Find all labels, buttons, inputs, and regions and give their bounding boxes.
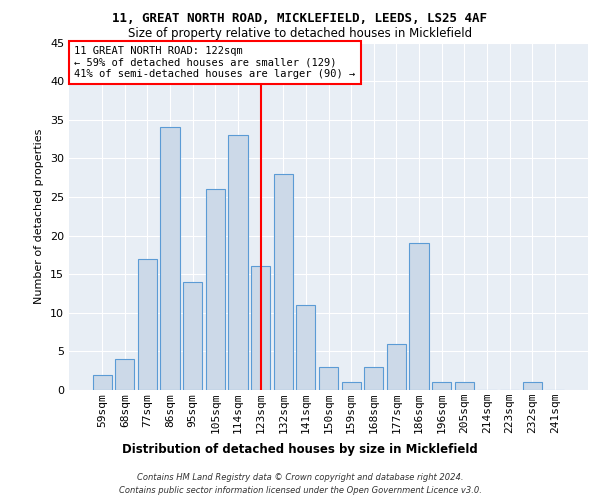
Bar xyxy=(206,189,225,390)
Text: 11 GREAT NORTH ROAD: 122sqm
← 59% of detached houses are smaller (129)
41% of se: 11 GREAT NORTH ROAD: 122sqm ← 59% of det… xyxy=(74,46,355,79)
Bar xyxy=(183,282,202,390)
Bar xyxy=(115,359,134,390)
Bar xyxy=(92,374,112,390)
Bar xyxy=(138,258,157,390)
Bar xyxy=(296,305,316,390)
Bar xyxy=(341,382,361,390)
Text: Size of property relative to detached houses in Micklefield: Size of property relative to detached ho… xyxy=(128,28,472,40)
Bar xyxy=(523,382,542,390)
Bar xyxy=(319,367,338,390)
Bar xyxy=(387,344,406,390)
Bar xyxy=(455,382,474,390)
Bar xyxy=(160,128,180,390)
Text: Contains public sector information licensed under the Open Government Licence v3: Contains public sector information licen… xyxy=(119,486,481,495)
Bar xyxy=(432,382,451,390)
Y-axis label: Number of detached properties: Number of detached properties xyxy=(34,128,44,304)
Bar xyxy=(364,367,383,390)
Text: Contains HM Land Registry data © Crown copyright and database right 2024.: Contains HM Land Registry data © Crown c… xyxy=(137,472,463,482)
Bar xyxy=(274,174,293,390)
Text: 11, GREAT NORTH ROAD, MICKLEFIELD, LEEDS, LS25 4AF: 11, GREAT NORTH ROAD, MICKLEFIELD, LEEDS… xyxy=(113,12,487,26)
Text: Distribution of detached houses by size in Micklefield: Distribution of detached houses by size … xyxy=(122,442,478,456)
Bar xyxy=(229,135,248,390)
Bar xyxy=(251,266,270,390)
Bar xyxy=(409,244,428,390)
